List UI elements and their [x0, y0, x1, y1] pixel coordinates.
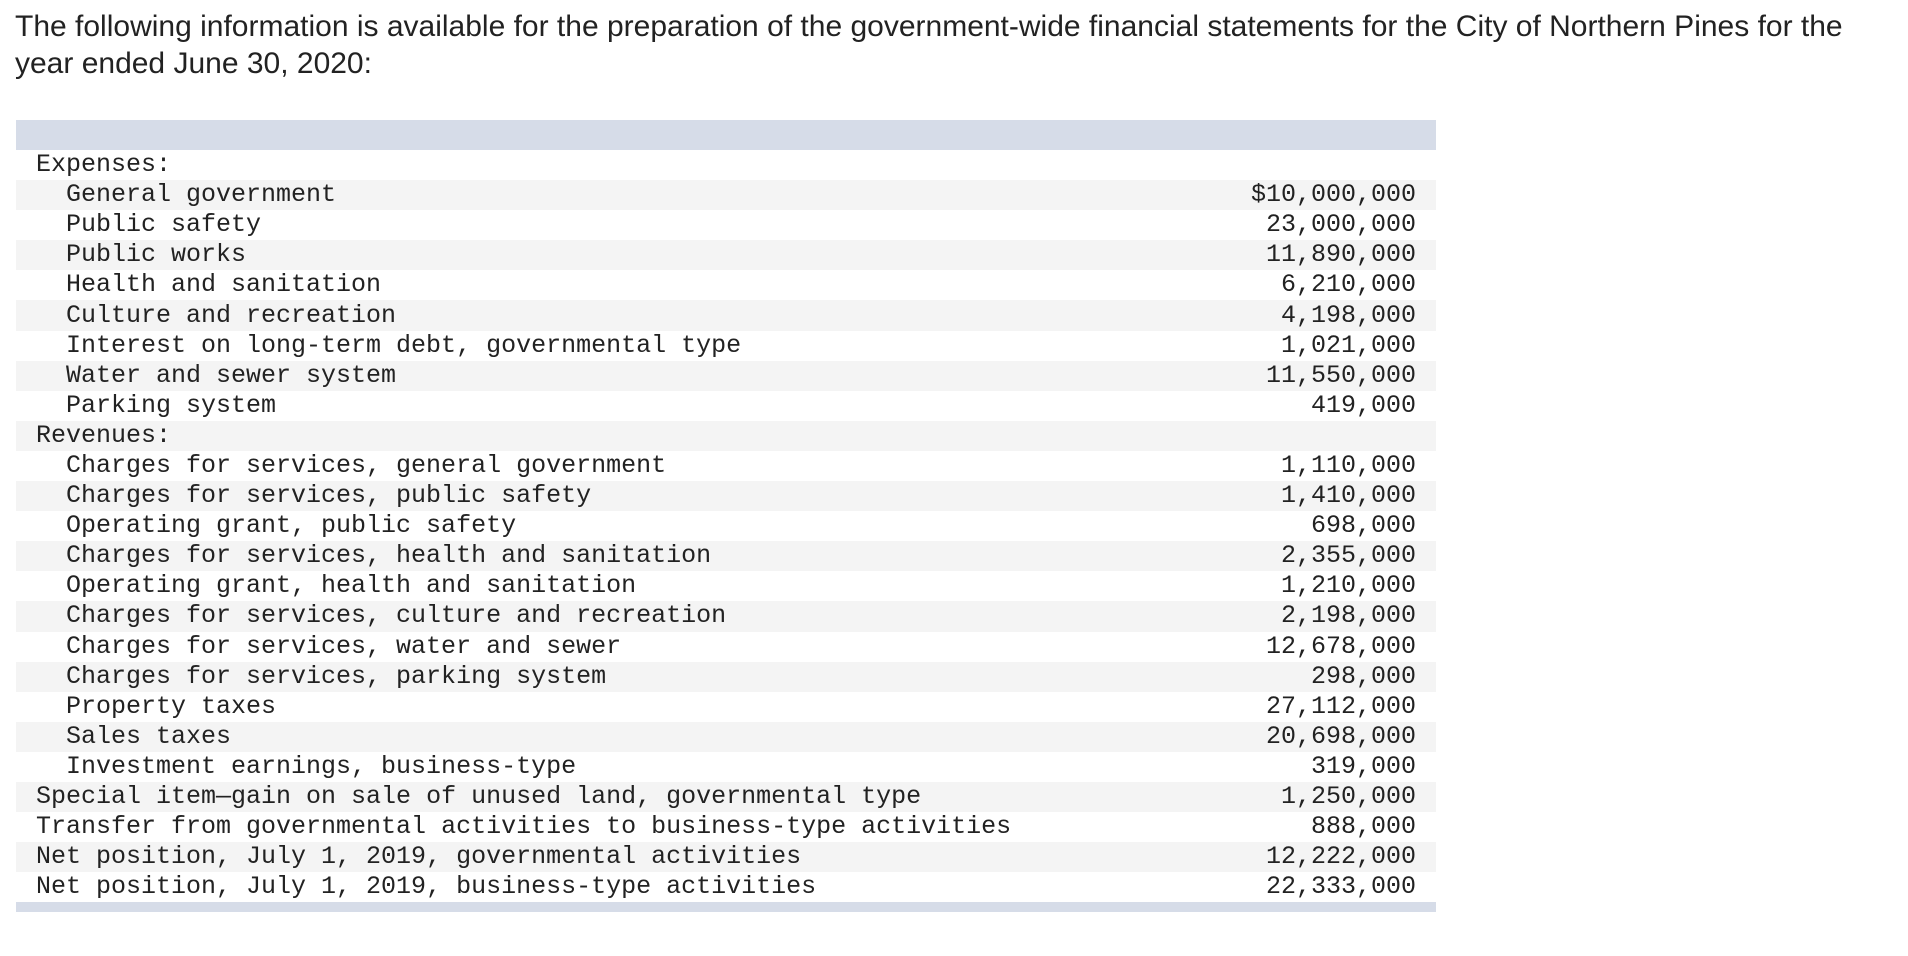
row-amount: 2,198,000: [1156, 601, 1436, 632]
row-label: Culture and recreation: [16, 300, 1156, 331]
table-row: Charges for services, health and sanitat…: [16, 541, 1436, 572]
table-row: Charges for services, culture and recrea…: [16, 601, 1436, 632]
row-amount: 1,021,000: [1280, 330, 1416, 360]
row-amount: 419,000: [1310, 390, 1416, 420]
row-amount: 12,222,000: [1156, 842, 1436, 873]
table-row: Property taxes 27,112,000: [16, 692, 1436, 722]
table-row: Interest on long-term debt, governmental…: [16, 331, 1436, 361]
row-label: Sales taxes: [16, 721, 1156, 752]
table-row: Parking system 419,000: [16, 391, 1436, 421]
table-header-bar: [16, 120, 1436, 150]
row-amount: 6,210,000: [1280, 270, 1416, 300]
table-row: Net position, July 1, 2019, business-typ…: [16, 872, 1436, 902]
row-label: Operating grant, public safety: [66, 511, 517, 541]
row-label: Interest on long-term debt, governmental…: [66, 330, 742, 360]
row-amount: 888,000: [1310, 812, 1416, 842]
table-row: Transfer from governmental activities to…: [16, 812, 1436, 842]
row-label: Charges for services, public safety: [16, 481, 1156, 512]
row-label: Charges for services, parking system: [16, 661, 1156, 692]
table-row: Special item—gain on sale of unused land…: [16, 781, 1436, 813]
row-label: Net position, July 1, 2019, business-typ…: [36, 872, 817, 902]
row-amount: 1,250,000: [1156, 781, 1436, 813]
row-label: Transfer from governmental activities to…: [36, 812, 1012, 842]
row-amount: 319,000: [1310, 751, 1416, 781]
row-label: Operating grant, health and sanitation: [66, 571, 637, 601]
row-amount: 27,112,000: [1265, 691, 1416, 721]
table-row: Sales taxes 20,698,000: [16, 721, 1436, 752]
row-amount: 11,550,000: [1156, 360, 1436, 391]
row-label: Public works: [16, 240, 1156, 271]
table-row: Water and sewer system 11,550,000: [16, 360, 1436, 391]
row-amount: [1156, 150, 1436, 180]
table-row: Charges for services, water and sewer 12,…: [16, 632, 1436, 662]
table-row: Public works 11,890,000: [16, 240, 1436, 271]
row-amount: 4,198,000: [1156, 300, 1436, 331]
row-amount: 23,000,000: [1265, 210, 1416, 240]
table-footer-bar: [16, 902, 1436, 913]
row-label: Expenses:: [36, 150, 172, 180]
intro-paragraph: The following information is available f…: [15, 10, 1843, 80]
table-row: Health and sanitation 6,210,000: [16, 270, 1436, 300]
row-label: Property taxes: [66, 691, 277, 721]
row-label: Special item—gain on sale of unused land…: [16, 781, 1156, 813]
row-amount: 1,110,000: [1280, 450, 1416, 480]
table-row: Operating grant, public safety 698,000: [16, 511, 1436, 541]
row-label: Net position, July 1, 2019, governmental…: [16, 842, 1156, 873]
row-label: Health and sanitation: [66, 270, 382, 300]
row-amount: 20,698,000: [1156, 721, 1436, 752]
financial-data-table: Expenses: General government $10,000,000 Pu…: [16, 120, 1436, 913]
table-row: General government $10,000,000: [16, 180, 1436, 211]
table-row: Net position, July 1, 2019, governmental…: [16, 842, 1436, 873]
row-label: Parking system: [66, 390, 277, 420]
row-label: General government: [16, 180, 1156, 211]
row-amount: 1,210,000: [1280, 571, 1416, 601]
row-label: Charges for services, water and sewer: [66, 631, 622, 661]
row-amount: 12,678,000: [1265, 631, 1416, 661]
row-amount: $10,000,000: [1156, 180, 1436, 211]
row-amount: 22,333,000: [1265, 872, 1416, 902]
row-amount: 2,355,000: [1156, 541, 1436, 572]
line-items-body: Expenses: General government $10,000,000 Pu…: [16, 150, 1436, 902]
table-row: Investment earnings, business-type 319,00…: [16, 752, 1436, 782]
row-label: Charges for services, culture and recrea…: [16, 601, 1156, 632]
row-amount: 698,000: [1310, 511, 1416, 541]
row-label: Charges for services, health and sanitat…: [16, 541, 1156, 572]
row-amount: 298,000: [1156, 661, 1436, 692]
table-row: Charges for services, general government…: [16, 451, 1436, 481]
table-row: Operating grant, health and sanitation 1,…: [16, 571, 1436, 601]
table-row: Charges for services, public safety 1,410…: [16, 481, 1436, 512]
row-label: Investment earnings, business-type: [66, 751, 577, 781]
table-row: Culture and recreation 4,198,000: [16, 300, 1436, 331]
row-amount: [1156, 420, 1436, 451]
line-items-table: Expenses: General government $10,000,000 Pu…: [16, 150, 1436, 902]
row-amount: 11,890,000: [1156, 240, 1436, 271]
row-label: Water and sewer system: [16, 360, 1156, 391]
row-label: Revenues:: [16, 420, 1156, 451]
row-amount: 1,410,000: [1156, 481, 1436, 512]
table-row: Public safety 23,000,000: [16, 210, 1436, 240]
table-row: Revenues:: [16, 420, 1436, 451]
table-row: Charges for services, parking system 298,…: [16, 661, 1436, 692]
table-row: Expenses:: [16, 150, 1436, 180]
row-label: Charges for services, general government: [66, 450, 667, 480]
row-label: Public safety: [66, 210, 262, 240]
